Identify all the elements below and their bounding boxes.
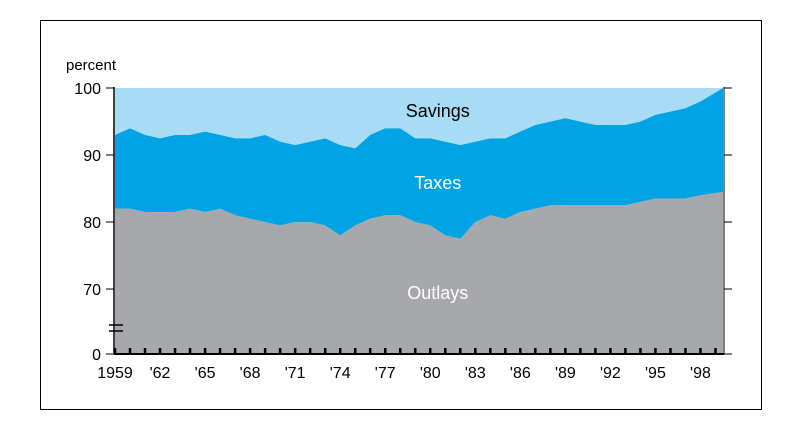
area-outlays — [115, 191, 723, 354]
y-tick-label-70: 70 — [83, 282, 101, 299]
y-axis-label: percent — [66, 57, 117, 74]
chart-svg: 0 70 80 90 100 1959 '62 '65 '68 '71 '74 '77 '80 '83 '8… — [66, 57, 732, 382]
x-tick-label-1977: '77 — [375, 365, 396, 382]
y-tick-label-0: 0 — [92, 347, 101, 364]
chart-frame: 0 70 80 90 100 1959 '62 '65 '68 '71 '74 '77 '80 '83 '8… — [40, 20, 762, 410]
x-tick-label-1971: '71 — [285, 365, 306, 382]
x-tick-label-1986: '86 — [510, 365, 531, 382]
area-taxes — [115, 88, 723, 239]
y-tick-label-90: 90 — [83, 148, 101, 165]
x-tick-label-1959: 1959 — [97, 365, 133, 382]
series-label-outlays: Outlays — [407, 283, 468, 303]
x-tick-label-1992: '92 — [600, 365, 621, 382]
x-tick-label-1968: '68 — [240, 365, 261, 382]
series-label-taxes: Taxes — [414, 173, 461, 193]
area-savings — [115, 88, 723, 149]
x-tick-label-1974: '74 — [330, 365, 351, 382]
x-tick-label-1998: '98 — [690, 365, 711, 382]
area-layers — [115, 88, 723, 354]
x-tick-label-1995: '95 — [645, 365, 666, 382]
series-label-savings: Savings — [406, 101, 470, 121]
chart-text: percent Savings Taxes Outlays — [66, 57, 470, 303]
x-tick-label-1965: '65 — [195, 365, 216, 382]
x-tick-label-1983: '83 — [465, 365, 486, 382]
y-tick-label-80: 80 — [83, 215, 101, 232]
x-tick-label-1962: '62 — [150, 365, 171, 382]
x-tick-label-1980: '80 — [420, 365, 441, 382]
axes: 0 70 80 90 100 1959 '62 '65 '68 '71 '74 '77 '80 '83 '8… — [74, 81, 732, 382]
y-tick-label-100: 100 — [74, 81, 101, 98]
x-tick-label-1989: '89 — [555, 365, 576, 382]
